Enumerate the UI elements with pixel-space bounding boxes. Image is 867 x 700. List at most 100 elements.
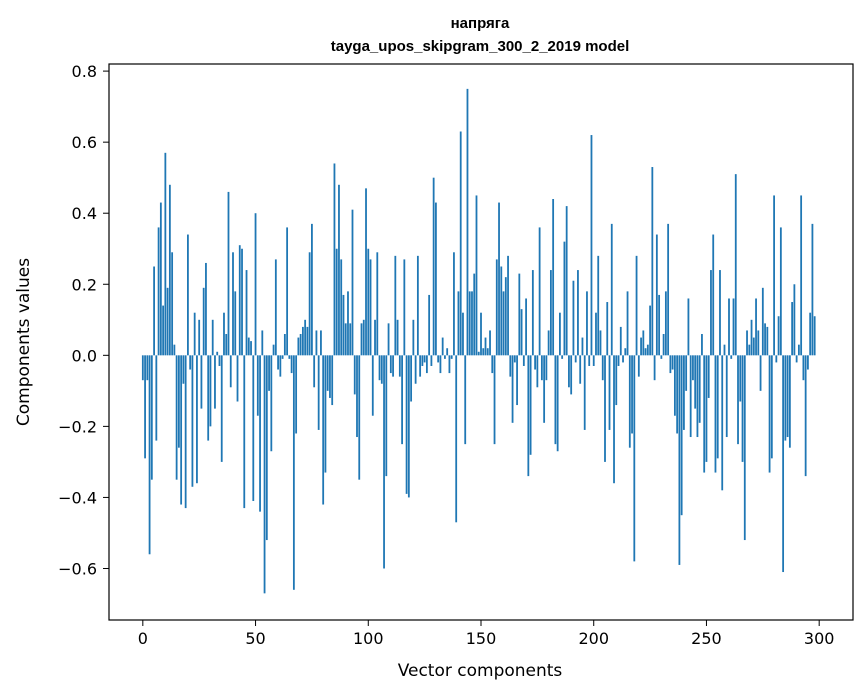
bar-79 xyxy=(320,330,322,356)
bar-192 xyxy=(574,355,577,363)
bar-23 xyxy=(193,312,196,356)
bar-166 xyxy=(516,355,518,406)
bar-167 xyxy=(518,273,521,356)
x-tick-label: 100 xyxy=(353,629,384,648)
bar-154 xyxy=(489,330,491,356)
bar-150 xyxy=(480,312,482,356)
bar-4 xyxy=(150,355,153,480)
bar-106 xyxy=(380,355,383,384)
bar-249 xyxy=(703,355,706,473)
bar-10 xyxy=(164,152,167,356)
bar-45 xyxy=(243,355,246,509)
bar-285 xyxy=(784,355,787,441)
bar-42 xyxy=(236,355,239,402)
bar-291 xyxy=(797,344,800,356)
bar-296 xyxy=(809,312,812,356)
bar-14 xyxy=(173,344,176,356)
bar-129 xyxy=(432,177,435,356)
bar-280 xyxy=(773,195,775,356)
bar-97 xyxy=(360,323,363,356)
bar-44 xyxy=(241,248,243,356)
bar-39 xyxy=(229,355,232,388)
bar-220 xyxy=(637,355,640,377)
bar-265 xyxy=(739,355,742,402)
bar-250 xyxy=(705,355,708,462)
bar-275 xyxy=(761,287,764,356)
bar-263 xyxy=(734,174,737,356)
bar-189 xyxy=(568,355,570,388)
bar-272 xyxy=(755,298,757,356)
bar-102 xyxy=(371,355,374,416)
bar-133 xyxy=(441,337,444,356)
bar-3 xyxy=(148,355,151,555)
bar-136 xyxy=(448,355,451,374)
bar-148 xyxy=(475,195,478,356)
bar-260 xyxy=(728,298,730,356)
bar-94 xyxy=(353,355,356,395)
bar-77 xyxy=(315,330,318,356)
bar-83 xyxy=(329,355,331,398)
bar-163 xyxy=(509,355,512,377)
bar-243 xyxy=(689,355,692,438)
bar-2 xyxy=(146,355,149,381)
bar-257 xyxy=(721,355,724,491)
bar-81 xyxy=(324,355,327,473)
bar-125 xyxy=(423,355,426,363)
bar-46 xyxy=(245,270,248,356)
bar-105 xyxy=(378,355,381,381)
bar-242 xyxy=(687,298,690,356)
chart-title: напряга xyxy=(451,15,510,32)
bar-254 xyxy=(714,355,717,473)
bar-116 xyxy=(403,259,406,356)
bar-277 xyxy=(766,326,769,356)
bar-196 xyxy=(583,355,586,430)
x-tick-label: 50 xyxy=(245,629,265,648)
bar-120 xyxy=(412,319,415,356)
bar-259 xyxy=(725,355,728,438)
bar-149 xyxy=(477,351,480,356)
bar-33 xyxy=(216,351,219,356)
x-axis-label: Vector components xyxy=(398,661,563,681)
plot-frame xyxy=(108,63,854,621)
bar-40 xyxy=(232,252,234,356)
bar-47 xyxy=(247,337,250,356)
bar-108 xyxy=(385,355,388,477)
bar-128 xyxy=(430,355,433,366)
bar-258 xyxy=(723,344,726,356)
bar-253 xyxy=(712,234,715,356)
bar-21 xyxy=(189,355,192,370)
bar-158 xyxy=(498,202,500,356)
bar-236 xyxy=(673,355,676,416)
bar-96 xyxy=(358,355,361,480)
bar-224 xyxy=(646,344,649,356)
bar-53 xyxy=(261,330,264,356)
bar-289 xyxy=(793,284,796,356)
bar-161 xyxy=(504,277,507,356)
bar-175 xyxy=(536,355,539,388)
bar-18 xyxy=(182,355,185,384)
bar-112 xyxy=(394,255,397,356)
bar-109 xyxy=(387,323,390,356)
bar-198 xyxy=(588,355,591,366)
bar-78 xyxy=(317,355,320,430)
bar-234 xyxy=(669,355,672,374)
y-tick-label: −0.2 xyxy=(58,417,97,436)
bar-15 xyxy=(175,355,178,480)
bar-88 xyxy=(340,259,343,356)
bar-215 xyxy=(626,291,629,356)
y-tick-label: −0.4 xyxy=(58,488,97,507)
bar-240 xyxy=(683,355,685,430)
bar-228 xyxy=(655,234,658,356)
bar-245 xyxy=(694,355,697,409)
bar-262 xyxy=(732,298,735,356)
bar-214 xyxy=(624,348,627,356)
bar-70 xyxy=(299,334,302,356)
bar-19 xyxy=(184,355,187,509)
bar-115 xyxy=(401,355,403,445)
bar-50 xyxy=(254,213,257,356)
bar-205 xyxy=(604,355,606,462)
bar-113 xyxy=(396,319,399,356)
bar-36 xyxy=(223,312,225,356)
bar-191 xyxy=(572,280,575,356)
